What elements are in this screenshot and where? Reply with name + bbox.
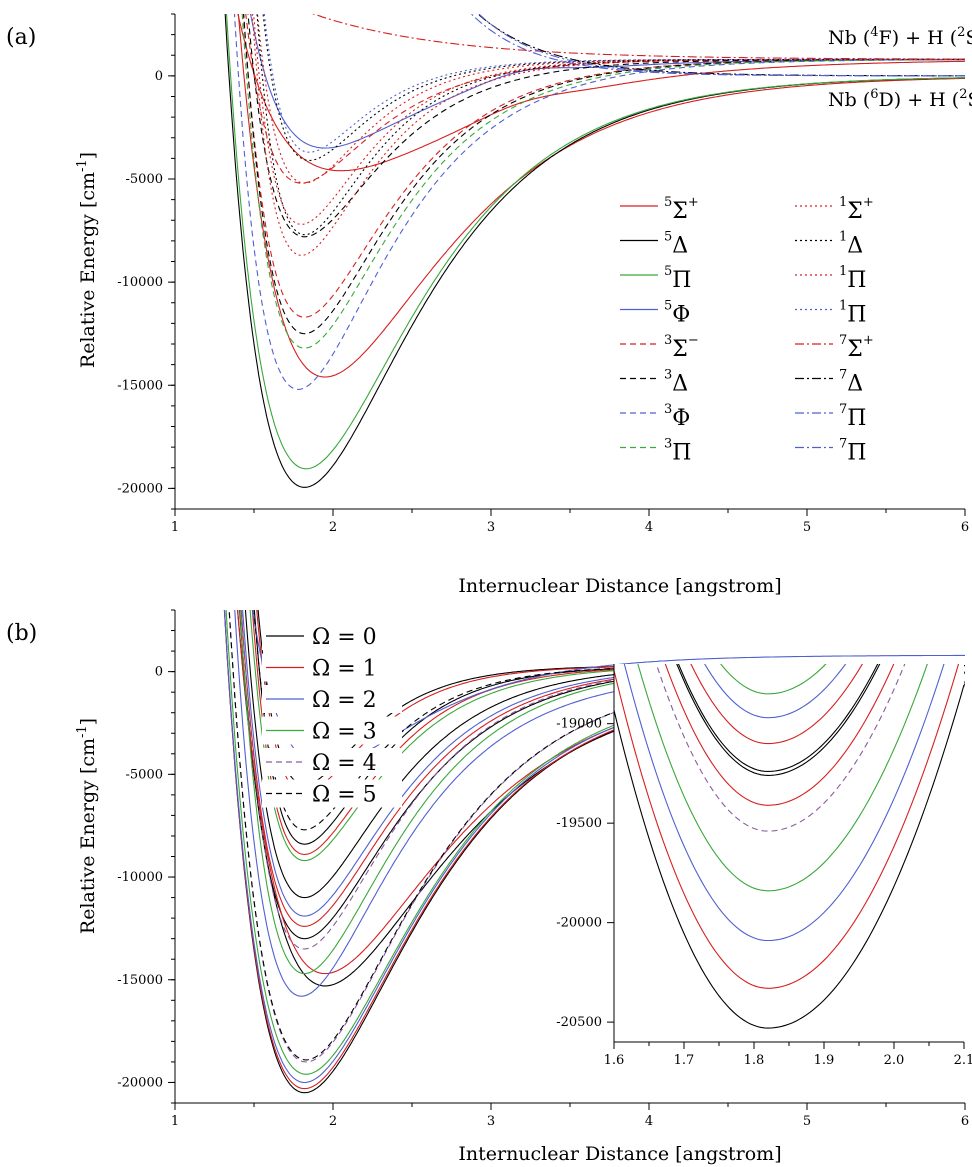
legend-b-entry-1: Ω = 1	[312, 657, 377, 682]
legend-a-entry-12: 7Σ+	[839, 333, 874, 362]
a-ytick-label-3: -15000	[117, 378, 163, 393]
legend-a-entry-0: 5Σ+	[664, 195, 699, 224]
a-ytick-label-1: -5000	[126, 172, 163, 187]
legend-a-entry-10: 1Π	[839, 264, 866, 293]
a-series-7-curve-0	[199, 0, 965, 348]
inset-xtick-label-1: 1.7	[674, 1053, 695, 1068]
legend-a-entry-7: 3Π	[664, 437, 691, 466]
legend-a-entry-1: 5Δ	[664, 230, 688, 259]
panel-b: (b) 1 2 3 4 5 6 0 -5000 -10000 -15000 -20000 Inter…	[6, 525, 972, 1165]
legend-a-entry-8: 1Σ+	[839, 195, 874, 224]
legend-b-entry-3: Ω = 3	[312, 720, 377, 745]
a-xtick-label-2: 3	[487, 520, 495, 535]
inset-ytick-label-0: -19000	[556, 717, 602, 732]
a-series-3-curve-0	[199, 0, 965, 148]
legend-a-entry-13: 7Δ	[839, 368, 863, 397]
a-ytick-label-0: 0	[155, 69, 163, 84]
inset-xtick-label-5: 2.1	[954, 1053, 972, 1068]
panel-a-xlabel: Internuclear Distance [angstrom]	[458, 575, 781, 597]
inset-xtick-label-3: 1.9	[814, 1053, 835, 1068]
a-xtick-label-1: 2	[329, 520, 337, 535]
a-xtick-label-0: 1	[171, 520, 179, 535]
a-xtick-label-5: 6	[961, 520, 969, 535]
legend-b-entry-4: Ω = 4	[312, 751, 377, 776]
b-ytick-label-2: -10000	[117, 870, 163, 885]
legend-b-entry-5: Ω = 5	[312, 783, 377, 808]
b-ytick-label-4: -20000	[117, 1075, 163, 1090]
inset-xtick-label-2: 1.8	[744, 1053, 765, 1068]
b-xtick-label-0: 1	[171, 1114, 179, 1129]
b-xtick-label-4: 5	[803, 1114, 811, 1129]
legend-a-entry-4: 3Σ−	[664, 333, 699, 362]
legend-b-entry-2: Ω = 2	[312, 688, 377, 713]
inset-plot: 1.6 1.7 1.8 1.9 2.0 2.1 -19000 -19500 -20000 -205…	[556, 525, 972, 1068]
b-ytick-label-3: -15000	[117, 973, 163, 988]
b-xtick-label-1: 2	[329, 1114, 337, 1129]
b-xtick-label-3: 4	[645, 1114, 653, 1129]
panel-a-ylabel: Relative Energy [cm-1]	[75, 152, 99, 368]
b-ytick-label-0: 0	[155, 665, 163, 680]
a-xtick-label-3: 4	[645, 520, 653, 535]
panel-b-label: (b)	[6, 621, 37, 646]
legend-b-entry-0: Ω = 0	[312, 625, 377, 650]
panel-a-legend: 5Σ+ 5Δ 5Π 5Φ 3Σ− 3Δ 3Φ 3Π 1Σ+ 1Δ 1Π 1Π 7Σ+ 7Δ 7Π 7Π	[620, 195, 874, 466]
legend-a-entry-5: 3Δ	[664, 368, 688, 397]
b-xtick-label-5: 6	[961, 1114, 969, 1129]
legend-a-entry-14: 7Π	[839, 402, 866, 431]
a-ytick-label-2: -10000	[117, 275, 163, 290]
legend-a-entry-9: 1Δ	[839, 230, 863, 259]
panel-a-label: (a)	[6, 25, 36, 50]
panel-b-ylabel: Relative Energy [cm-1]	[75, 718, 99, 934]
legend-a-entry-15: 7Π	[839, 437, 866, 466]
inset-ytick-label-1: -19500	[556, 816, 602, 831]
b-ytick-label-1: -5000	[126, 767, 163, 782]
asymptote-label-0: Nb (4F) + H (2S)	[828, 25, 972, 49]
legend-a-entry-11: 1Π	[839, 299, 866, 328]
a-ytick-label-4: -20000	[117, 481, 163, 496]
asymptote-label-1: Nb (6D) + H (2S)	[828, 87, 972, 111]
b-xtick-label-2: 3	[487, 1114, 495, 1129]
inset-ytick-label-3: -20500	[556, 1015, 602, 1030]
inset-xtick-label-0: 1.6	[604, 1053, 625, 1068]
panel-b-legend: Ω = 0 Ω = 1 Ω = 2 Ω = 3 Ω = 4 Ω = 5	[262, 622, 402, 808]
legend-a-entry-6: 3Φ	[664, 402, 690, 431]
inset-ytick-label-2: -20000	[556, 916, 602, 931]
a-xtick-label-4: 5	[803, 520, 811, 535]
legend-a-entry-3: 5Φ	[664, 299, 690, 328]
inset-background	[614, 664, 964, 1042]
inset-xtick-label-4: 2.0	[884, 1053, 905, 1068]
panel-b-xlabel: Internuclear Distance [angstrom]	[458, 1143, 781, 1165]
panel-a: (a) 1 2 3 4 5 6 0 -5000 -10000 -15000 -20000 Inter…	[6, 0, 972, 597]
legend-a-entry-2: 5Π	[664, 264, 691, 293]
asymptote-labels: Nb (4F) + H (2S) Nb (6D) + H (2S)	[828, 25, 972, 111]
